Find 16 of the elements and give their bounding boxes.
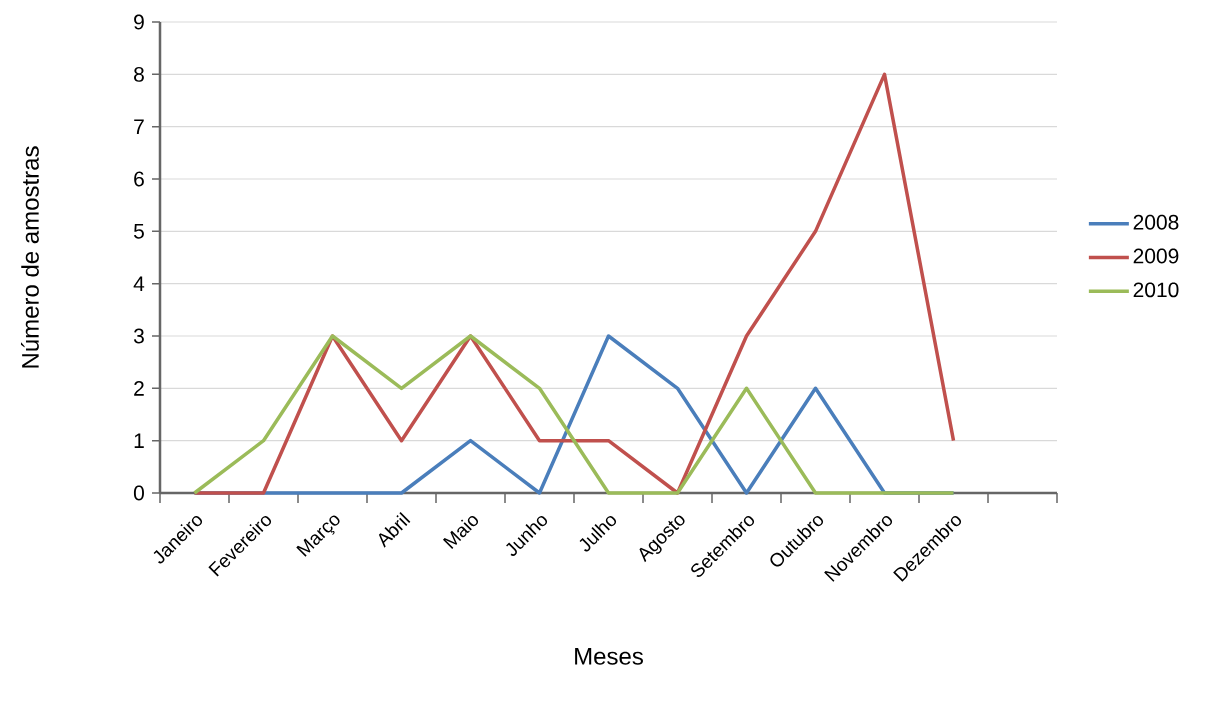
y-tick-label: 3 <box>133 328 144 344</box>
y-tick-label: 4 <box>133 276 145 291</box>
y-tick-label: 5 <box>133 224 144 239</box>
line-series <box>192 72 956 495</box>
y-axis-title: Número de amostras <box>20 146 39 368</box>
y-tick-label: 9 <box>134 14 144 30</box>
y-tick-label: 1 <box>134 433 144 448</box>
y-tick-label: 6 <box>134 171 144 187</box>
y-tick-label: 8 <box>134 66 144 82</box>
legend-label: 2008 <box>1133 214 1179 230</box>
y-tick-label: 0 <box>133 485 144 501</box>
y-tick-label: 7 <box>134 119 144 134</box>
y-tick-label: 2 <box>134 381 144 396</box>
legend-label: 2010 <box>1133 282 1179 298</box>
legend-label: 2009 <box>1133 248 1179 264</box>
x-axis-title: Meses <box>575 648 643 665</box>
